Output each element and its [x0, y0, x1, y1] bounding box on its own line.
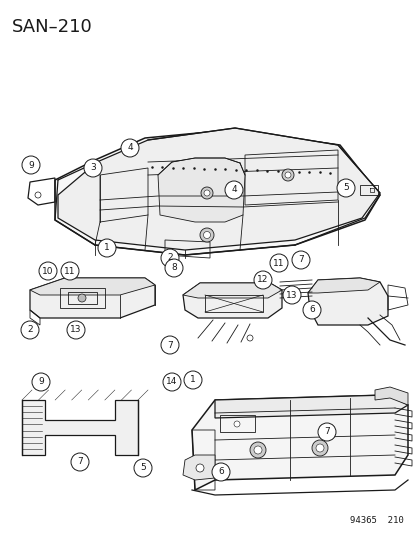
Circle shape [195, 464, 204, 472]
Text: 6: 6 [218, 467, 223, 477]
Circle shape [336, 179, 354, 197]
Text: 13: 13 [285, 290, 297, 300]
Text: 3: 3 [90, 164, 96, 173]
Polygon shape [183, 283, 281, 298]
Polygon shape [183, 455, 214, 480]
Circle shape [61, 262, 79, 280]
Circle shape [254, 446, 261, 454]
Polygon shape [158, 158, 244, 222]
Circle shape [254, 271, 271, 289]
Polygon shape [22, 400, 138, 455]
Circle shape [78, 294, 86, 302]
Circle shape [224, 181, 242, 199]
Circle shape [161, 336, 178, 354]
Text: 12: 12 [257, 276, 268, 285]
Circle shape [317, 423, 335, 441]
Circle shape [233, 421, 240, 427]
Circle shape [121, 139, 139, 157]
Text: 2: 2 [167, 254, 172, 262]
Text: 1: 1 [104, 244, 109, 253]
Circle shape [98, 239, 116, 257]
Circle shape [39, 262, 57, 280]
Circle shape [32, 373, 50, 391]
Circle shape [35, 192, 41, 198]
Circle shape [281, 169, 293, 181]
Text: 7: 7 [297, 255, 303, 264]
Polygon shape [30, 278, 154, 318]
Text: 4: 4 [230, 185, 236, 195]
Circle shape [247, 335, 252, 341]
Circle shape [315, 444, 323, 452]
Circle shape [21, 321, 39, 339]
Circle shape [161, 249, 178, 267]
Circle shape [284, 172, 290, 178]
Text: 11: 11 [273, 259, 284, 268]
Circle shape [204, 190, 209, 196]
Circle shape [67, 321, 85, 339]
Circle shape [201, 187, 212, 199]
Circle shape [211, 463, 230, 481]
Text: 1: 1 [190, 376, 195, 384]
Text: 2: 2 [27, 326, 33, 335]
Text: 5: 5 [342, 183, 348, 192]
Polygon shape [307, 278, 387, 325]
Polygon shape [58, 128, 379, 250]
Text: 7: 7 [167, 341, 173, 350]
Circle shape [22, 156, 40, 174]
Text: 7: 7 [323, 427, 329, 437]
Text: 14: 14 [166, 377, 177, 386]
Circle shape [134, 459, 152, 477]
Circle shape [291, 251, 309, 269]
Circle shape [282, 286, 300, 304]
Text: 9: 9 [28, 160, 34, 169]
Polygon shape [55, 130, 379, 255]
Circle shape [165, 259, 183, 277]
Circle shape [203, 231, 210, 238]
Text: 7: 7 [77, 457, 83, 466]
Circle shape [311, 440, 327, 456]
Text: 13: 13 [70, 326, 81, 335]
Polygon shape [192, 395, 407, 490]
Text: 8: 8 [171, 263, 176, 272]
Circle shape [84, 159, 102, 177]
Circle shape [302, 301, 320, 319]
Text: 4: 4 [127, 143, 133, 152]
Polygon shape [183, 283, 281, 318]
Circle shape [183, 371, 202, 389]
Text: 11: 11 [64, 266, 76, 276]
Text: 10: 10 [42, 266, 54, 276]
Circle shape [249, 442, 266, 458]
Circle shape [199, 228, 214, 242]
Polygon shape [374, 387, 407, 405]
Text: 6: 6 [309, 305, 314, 314]
Polygon shape [30, 278, 154, 295]
Circle shape [269, 254, 287, 272]
Text: 5: 5 [140, 464, 145, 472]
Text: 94365  210: 94365 210 [349, 516, 403, 525]
Text: 9: 9 [38, 377, 44, 386]
Text: SAN–210: SAN–210 [12, 18, 93, 36]
Circle shape [71, 453, 89, 471]
Circle shape [163, 373, 180, 391]
Polygon shape [214, 395, 407, 418]
Polygon shape [307, 278, 379, 293]
